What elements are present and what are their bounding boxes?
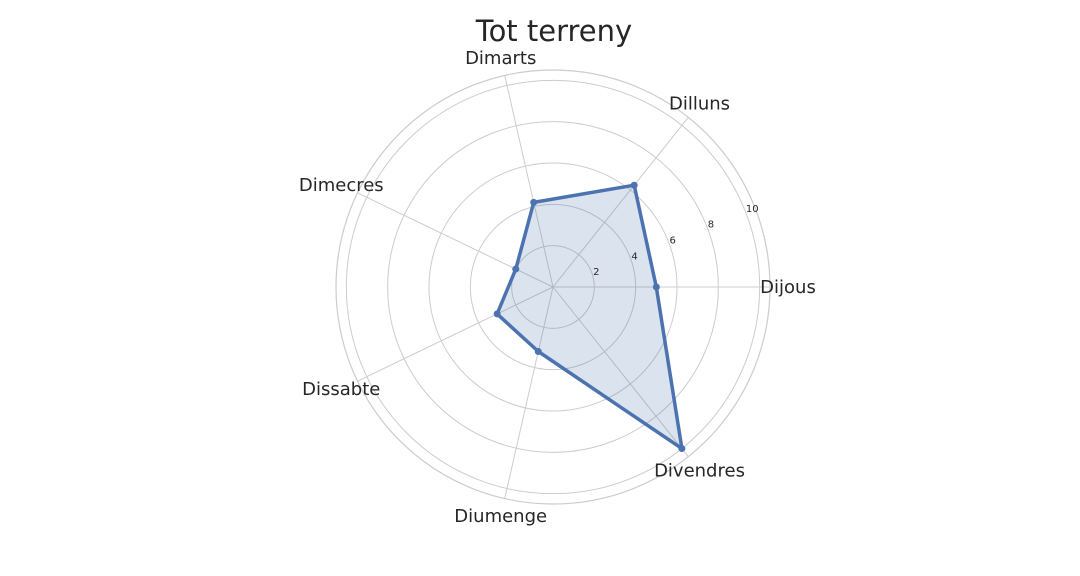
grid-spoke [357, 192, 554, 288]
series-area [497, 185, 682, 449]
grid-spoke [504, 286, 554, 499]
data-point [534, 347, 542, 355]
radar-labels: 2 4 6 8 10 Dijous Dilluns Dimarts Dimecres Dissab… [299, 48, 816, 527]
data-point [652, 283, 660, 291]
data-point [530, 198, 538, 206]
category-label: Diumenge [454, 506, 547, 527]
grid-spoke [552, 117, 689, 288]
category-label: Divendres [654, 461, 745, 482]
radial-tick-label: 4 [631, 251, 637, 262]
grid-spoke [357, 286, 554, 382]
grid-spoke [504, 75, 554, 288]
category-label: Dijous [760, 277, 816, 298]
category-label: Dimarts [465, 48, 536, 69]
data-point [630, 181, 638, 189]
radar-grid [335, 69, 771, 505]
radial-tick-label: 6 [670, 236, 676, 247]
radar-series [493, 181, 686, 453]
data-point [678, 445, 686, 453]
category-label: Dissabte [302, 379, 380, 400]
grid-spoke [552, 286, 689, 457]
data-point [493, 310, 501, 318]
radial-tick-label: 2 [593, 267, 599, 278]
chart-title: Tot terreny [475, 14, 632, 48]
category-label: Dimecres [299, 175, 384, 196]
radial-tick-label: 8 [708, 220, 714, 231]
category-label: Dilluns [669, 93, 730, 114]
data-point [512, 265, 520, 273]
radial-tick-label: 10 [746, 204, 759, 215]
series-line [495, 183, 684, 451]
